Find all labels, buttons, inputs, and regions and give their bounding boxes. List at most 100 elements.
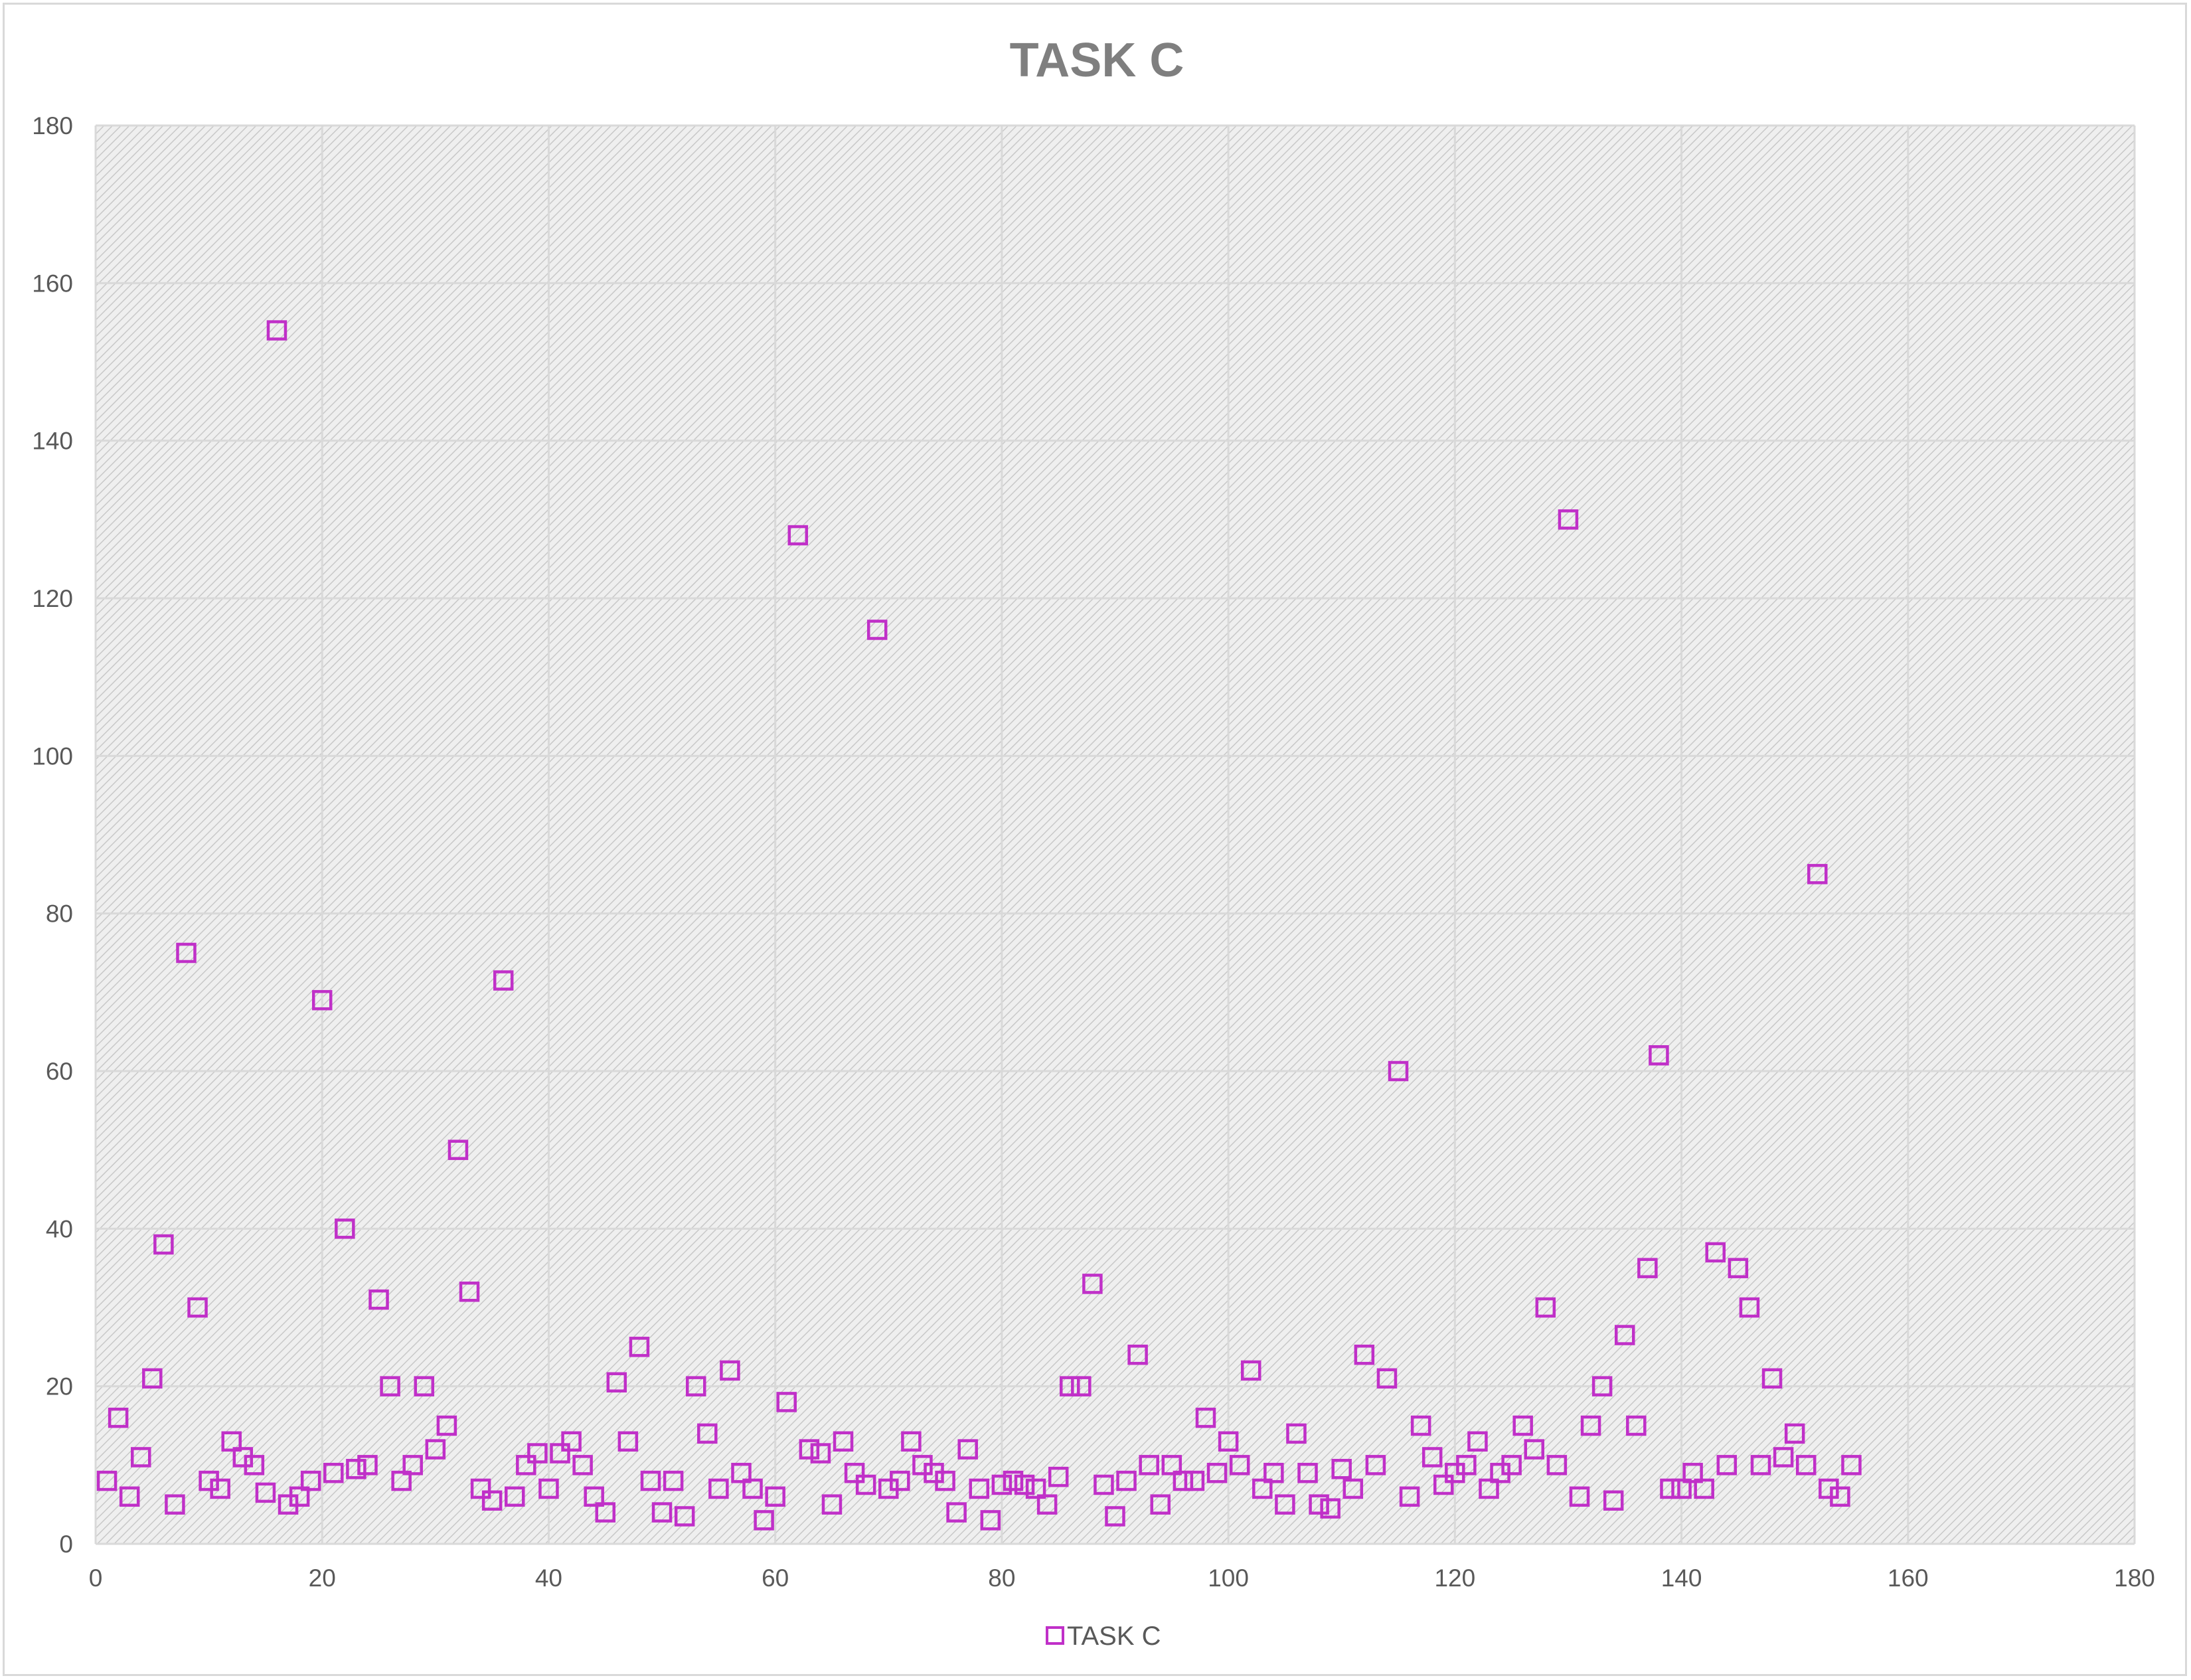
data-point-149 (1773, 1447, 1794, 1468)
data-point-134 (1603, 1490, 1624, 1511)
data-point-145 (1728, 1258, 1749, 1278)
data-point-112 (1354, 1344, 1375, 1365)
y-tick-label-160: 160 (32, 270, 73, 297)
data-point-136 (1626, 1415, 1647, 1436)
data-point-25 (368, 1289, 389, 1310)
data-point-19 (300, 1470, 321, 1491)
data-point-100 (1218, 1431, 1239, 1452)
data-point-11 (210, 1478, 230, 1499)
data-point-35 (481, 1490, 503, 1511)
data-point-109 (1320, 1498, 1340, 1519)
data-point-96 (1173, 1470, 1194, 1491)
data-point-57 (731, 1462, 752, 1483)
data-point-80 (991, 1474, 1013, 1495)
data-point-123 (1479, 1478, 1499, 1499)
data-point-71 (890, 1470, 910, 1491)
data-point-79 (980, 1510, 1001, 1531)
data-point-69 (866, 620, 888, 640)
data-point-32 (447, 1139, 469, 1160)
data-point-87 (1071, 1376, 1092, 1396)
data-point-8 (176, 942, 197, 964)
data-point-148 (1761, 1368, 1783, 1389)
data-point-40 (538, 1478, 559, 1499)
data-point-37 (505, 1486, 525, 1507)
data-point-61 (776, 1392, 797, 1412)
data-point-82 (1014, 1474, 1035, 1495)
gridlines (94, 124, 2136, 1545)
data-point-75 (935, 1470, 955, 1491)
data-point-117 (1410, 1415, 1431, 1436)
data-point-85 (1048, 1466, 1069, 1487)
data-point-131 (1569, 1486, 1590, 1507)
data-point-94 (1150, 1494, 1171, 1515)
data-point-135 (1615, 1325, 1635, 1345)
data-point-105 (1275, 1494, 1295, 1515)
data-point-44 (584, 1486, 604, 1507)
legend-marker (1046, 1626, 1064, 1645)
data-point-58 (742, 1478, 763, 1499)
data-point-22 (335, 1218, 355, 1239)
data-point-38 (516, 1455, 536, 1475)
data-point-7 (165, 1494, 185, 1515)
y-tick-label-20: 20 (46, 1373, 73, 1400)
data-point-21 (323, 1462, 344, 1483)
data-point-150 (1784, 1423, 1805, 1444)
chart-frame: TASK C 0 20 40 60 80 100 120 140 160 180 0 20 40 60 80… (3, 3, 2187, 1676)
data-point-152 (1807, 864, 1828, 884)
x-tick-label-120: 120 (1434, 1564, 1475, 1592)
x-tick-label-20: 20 (309, 1564, 336, 1592)
data-point-4 (130, 1447, 151, 1468)
data-point-92 (1127, 1344, 1148, 1365)
data-point-46 (606, 1372, 627, 1392)
data-point-52 (674, 1506, 695, 1527)
data-point-33 (459, 1282, 480, 1302)
data-point-3 (119, 1486, 140, 1507)
data-point-103 (1252, 1478, 1273, 1499)
data-point-20 (311, 989, 333, 1011)
data-point-81 (1003, 1470, 1024, 1491)
data-point-139 (1660, 1478, 1680, 1499)
data-point-155 (1841, 1455, 1862, 1475)
data-point-26 (380, 1376, 400, 1396)
data-point-49 (640, 1470, 661, 1491)
data-point-95 (1161, 1455, 1182, 1475)
data-point-60 (765, 1486, 785, 1507)
data-point-77 (957, 1439, 978, 1460)
data-point-108 (1309, 1494, 1329, 1515)
data-point-64 (810, 1443, 831, 1464)
data-point-24 (357, 1455, 378, 1475)
data-point-113 (1365, 1455, 1386, 1475)
data-point-86 (1060, 1376, 1080, 1396)
data-point-89 (1094, 1474, 1114, 1495)
data-point-67 (844, 1462, 865, 1483)
data-point-154 (1830, 1486, 1850, 1507)
legend-label: TASK C (1067, 1622, 1161, 1651)
chart-title: TASK C (1010, 34, 1184, 87)
data-point-47 (617, 1431, 639, 1452)
x-tick-label-40: 40 (535, 1564, 562, 1592)
data-point-143 (1705, 1242, 1726, 1263)
data-point-36 (493, 970, 514, 991)
data-point-41 (550, 1443, 570, 1464)
data-point-65 (821, 1494, 843, 1515)
data-point-101 (1229, 1455, 1250, 1475)
data-point-55 (708, 1478, 729, 1499)
data-point-110 (1331, 1459, 1352, 1479)
data-point-114 (1376, 1368, 1398, 1389)
data-point-88 (1082, 1274, 1103, 1294)
x-tick-label-60: 60 (762, 1564, 789, 1592)
data-point-76 (946, 1502, 967, 1523)
data-point-97 (1184, 1470, 1205, 1491)
plot-area (96, 126, 2135, 1544)
data-point-2 (108, 1407, 129, 1428)
data-point-106 (1286, 1423, 1307, 1444)
x-tick-label-140: 140 (1661, 1564, 1702, 1592)
data-point-84 (1036, 1494, 1058, 1515)
data-point-122 (1467, 1431, 1488, 1452)
data-point-15 (255, 1482, 276, 1503)
data-point-146 (1739, 1297, 1760, 1318)
data-point-63 (799, 1439, 820, 1460)
data-point-91 (1116, 1470, 1137, 1491)
data-point-23 (346, 1459, 366, 1479)
data-point-68 (855, 1474, 876, 1495)
